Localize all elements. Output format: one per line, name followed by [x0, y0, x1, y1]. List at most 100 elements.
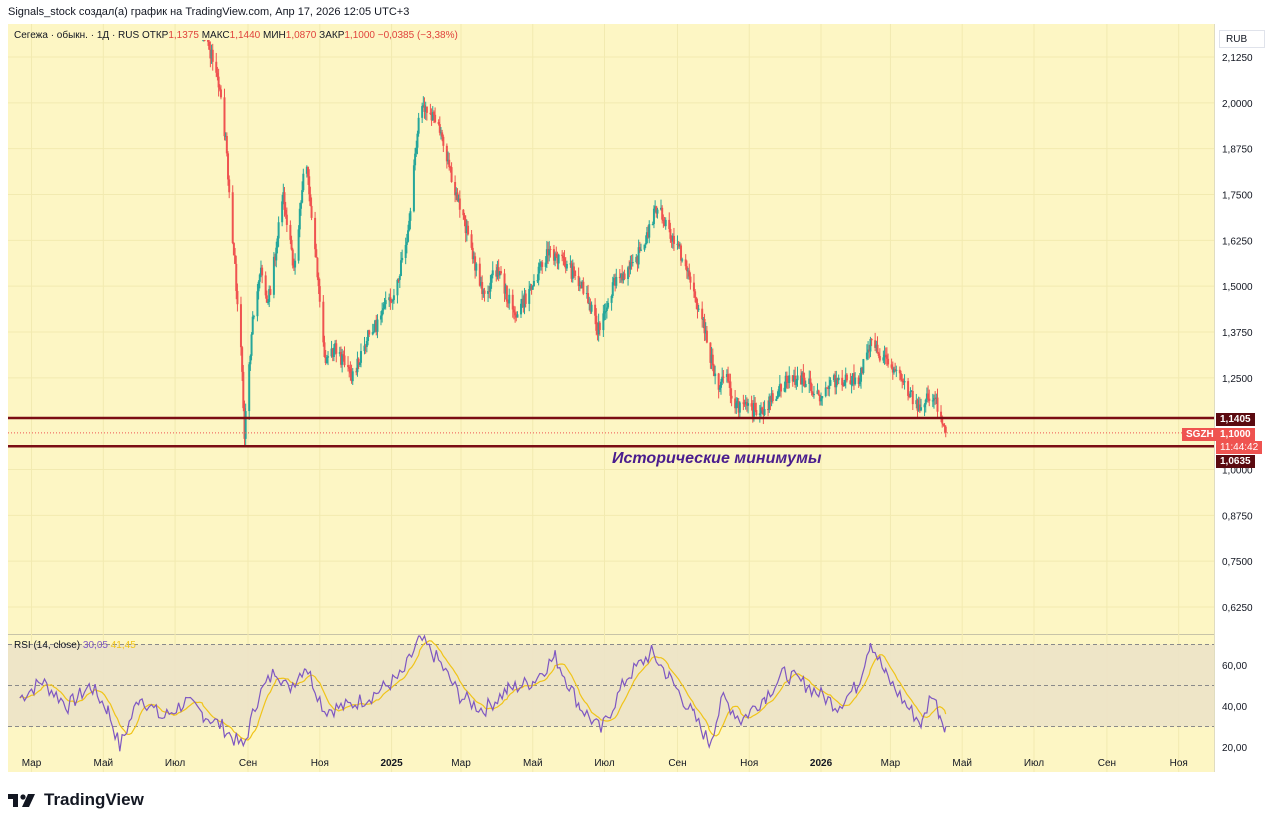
candle-body: [637, 247, 640, 265]
candle: [915, 393, 918, 409]
candle: [363, 336, 366, 355]
candle-body: [787, 382, 790, 384]
currency-selector[interactable]: RUB: [1219, 30, 1265, 48]
candle: [589, 298, 592, 314]
rsi-legend[interactable]: RSI (14, close) 30,05 41,45: [14, 640, 136, 651]
candle-body: [251, 316, 254, 335]
candle: [547, 241, 550, 265]
candle-body: [261, 267, 264, 276]
candle: [407, 224, 410, 243]
candle-body: [738, 402, 741, 413]
candle: [717, 372, 720, 399]
candle-body: [618, 277, 621, 279]
candle-body: [208, 41, 211, 50]
candle-body: [275, 247, 278, 261]
candle: [210, 44, 213, 64]
candle: [795, 378, 798, 390]
candle: [729, 373, 732, 404]
pane-separator[interactable]: [8, 634, 1214, 635]
candle-body: [877, 353, 880, 356]
rsi-title[interactable]: RSI (14, close): [14, 640, 81, 651]
candle: [549, 245, 552, 258]
candle: [638, 241, 641, 253]
candle-body: [381, 310, 384, 316]
candle-body: [307, 166, 310, 177]
candle-body: [463, 215, 466, 219]
candle-body: [241, 347, 244, 372]
candle-body: [655, 206, 658, 214]
candle-body: [643, 244, 646, 250]
candle: [412, 159, 415, 213]
candle: [479, 276, 482, 289]
candle: [475, 262, 478, 277]
candle: [689, 272, 692, 290]
candle: [596, 322, 599, 341]
candle: [923, 403, 926, 417]
price-axis-separator: [1214, 24, 1215, 772]
candle: [758, 404, 761, 423]
candle-body: [812, 394, 815, 396]
candle: [439, 127, 442, 140]
candle-body: [603, 311, 606, 314]
candle-body: [268, 289, 271, 302]
candle-body: [447, 159, 450, 162]
candle: [809, 370, 812, 391]
candle-body: [438, 124, 441, 133]
candle-body: [490, 275, 493, 283]
candle-body: [607, 302, 610, 308]
annotation-text[interactable]: Исторические минимумы: [612, 450, 822, 467]
candle: [943, 423, 946, 433]
candle-body: [834, 375, 837, 388]
candle: [252, 314, 255, 320]
candle: [942, 423, 945, 427]
candle: [885, 347, 888, 366]
candle: [458, 190, 461, 218]
candle-body: [341, 354, 344, 365]
candle: [870, 338, 873, 347]
candle: [898, 366, 901, 381]
candle: [834, 370, 837, 395]
candle-body: [294, 260, 297, 268]
candle: [277, 216, 280, 247]
candle-body: [792, 375, 795, 382]
candle-body: [481, 282, 484, 295]
candle-body: [876, 344, 879, 354]
symbol-legend[interactable]: Сегежа · обыкн. · 1Д · RUS ОТКР1,1375 МА…: [14, 30, 458, 41]
candle: [294, 253, 297, 275]
candle-body: [860, 367, 863, 382]
candle: [777, 386, 780, 398]
candle: [910, 390, 913, 392]
candle: [852, 364, 855, 390]
candle-body: [900, 373, 903, 380]
candle: [511, 289, 514, 318]
support-price-tag: 1,0635: [1216, 455, 1255, 468]
candle: [636, 255, 639, 272]
candle-body: [224, 135, 227, 137]
candle: [581, 280, 584, 289]
candle: [851, 372, 854, 387]
footer-brand[interactable]: TradingView: [8, 790, 144, 810]
candle: [648, 220, 651, 244]
candle: [908, 393, 911, 399]
candle: [595, 308, 598, 336]
candle-body: [869, 338, 872, 352]
candle: [727, 366, 730, 384]
candle: [274, 253, 277, 267]
rsi-tick-label: 40,00: [1222, 702, 1247, 713]
candle: [323, 335, 326, 358]
brand-name: TradingView: [44, 790, 144, 809]
candle: [607, 298, 610, 310]
candle: [357, 357, 360, 370]
candle: [763, 400, 766, 417]
symbol-title[interactable]: Сегежа · обыкн. · 1Д · RUS: [14, 30, 140, 41]
candle: [256, 283, 259, 322]
candle-body: [783, 387, 786, 392]
candle-body: [392, 295, 395, 300]
candle-body: [852, 373, 855, 385]
price-tick-label: 1,0000: [1222, 466, 1253, 477]
candle-body: [702, 319, 705, 321]
price-tick-label: 1,6250: [1222, 236, 1253, 247]
candle: [397, 278, 400, 283]
candle-body: [439, 132, 442, 134]
